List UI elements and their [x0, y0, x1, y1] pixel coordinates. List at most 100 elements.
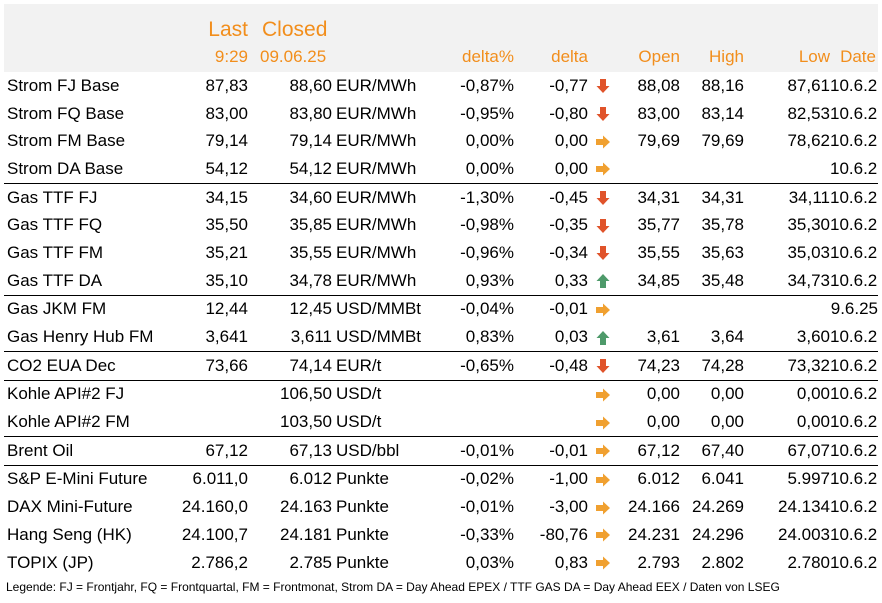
- delta-value: -0,34: [549, 242, 588, 262]
- open-value: 24.166: [628, 497, 680, 517]
- unit-label: Punkte: [332, 464, 422, 494]
- open-value: [618, 294, 680, 324]
- high-value: 0,00: [680, 379, 744, 409]
- last-value: 54,12: [205, 158, 248, 178]
- header-delta: delta: [514, 42, 588, 72]
- closed-value: 12,45: [248, 294, 332, 324]
- delta-value: -0,48: [514, 350, 588, 381]
- header-closed-date: 09.06.25: [248, 42, 332, 72]
- closed-value: 79,14: [289, 131, 332, 151]
- low-value: 3,60: [796, 327, 830, 347]
- delta-value: [514, 408, 588, 436]
- open-value: 6.012: [618, 464, 680, 494]
- open-value: 0,00: [646, 412, 680, 432]
- instrument-name: Kohle API#2 FJ: [4, 379, 178, 409]
- arrow-right-icon: [588, 408, 618, 436]
- date-value: 10.6.25: [830, 75, 878, 95]
- arrow-right-icon: [588, 435, 618, 466]
- arrow-up-icon: [588, 323, 618, 351]
- instrument-name: TOPIX (JP): [7, 552, 94, 572]
- unit-label: Punkte: [336, 552, 389, 572]
- closed-value: 74,14: [248, 350, 332, 381]
- delta-pct-value: 0,03%: [465, 552, 514, 572]
- legend-note: Legende: FJ = Frontjahr, FQ = Frontquart…: [6, 580, 780, 594]
- high-value: 3,64: [710, 327, 744, 347]
- delta-value: -1,00: [514, 464, 588, 494]
- delta-pct-value: -0,65%: [422, 350, 514, 381]
- date-value: 10.6.25: [830, 412, 878, 432]
- low-value: 87,61: [787, 75, 830, 95]
- open-value: 24.231: [628, 524, 680, 544]
- unit-label: USD/MMBtu: [336, 327, 422, 347]
- open-value: 83,00: [637, 103, 680, 123]
- delta-value: -0,80: [549, 103, 588, 123]
- delta-pct-value: [422, 379, 514, 409]
- instrument-name: Strom FQ Base: [7, 103, 125, 123]
- delta-pct-value: 0,93%: [465, 270, 514, 290]
- delta-pct-value: -0,96%: [460, 242, 514, 262]
- instrument-name: Strom FM Base: [7, 131, 126, 151]
- header-row-top: Last Closed: [4, 4, 878, 42]
- low-value: 0,00: [796, 412, 830, 432]
- high-value: 35,48: [701, 270, 744, 290]
- header-high: High: [680, 42, 744, 72]
- delta-pct-value: -1,30%: [422, 182, 514, 212]
- delta-value: 0,33: [554, 270, 588, 290]
- last-value: 35,21: [205, 242, 248, 262]
- arrow-right-icon: [588, 464, 618, 494]
- arrow-up-icon: [588, 267, 618, 295]
- delta-value: -0,77: [549, 75, 588, 95]
- date-value: 10.6.25: [830, 103, 878, 123]
- table-row: TOPIX (JP) 2.786,2 2.785 Punkte 0,03% 0,83 2.7…: [4, 549, 878, 577]
- last-value: [178, 379, 248, 409]
- low-value: 0,00: [744, 379, 830, 409]
- closed-value: 106,50: [248, 379, 332, 409]
- date-value: 10.6.25: [830, 158, 878, 178]
- delta-pct-value: -0,95%: [460, 103, 514, 123]
- open-value: 67,12: [618, 435, 680, 466]
- high-value: 24.296: [692, 524, 744, 544]
- delta-pct-value: -0,01%: [422, 435, 514, 466]
- instrument-name: Gas JKM FM: [4, 294, 178, 324]
- arrow-down-icon: [588, 211, 618, 239]
- low-value: 73,32: [744, 350, 830, 381]
- table-row: Gas JKM FM 12,44 12,45 USD/MMBtu -0,04% -0,01…: [4, 294, 878, 324]
- last-value: 83,00: [205, 103, 248, 123]
- table-row: Gas TTF FJ 34,15 34,60 EUR/MWh -1,30% -0,45 34…: [4, 182, 878, 212]
- closed-value: 24.163: [280, 497, 332, 517]
- high-value: 2.802: [701, 552, 744, 572]
- last-value: 87,83: [205, 75, 248, 95]
- unit-label: Punkte: [336, 524, 389, 544]
- unit-label: EUR/MWh: [336, 215, 417, 235]
- header-open: Open: [618, 42, 680, 72]
- instrument-name: Gas TTF FM: [7, 242, 104, 262]
- high-value: 35,63: [701, 242, 744, 262]
- arrow-right-icon: [588, 379, 618, 409]
- open-value: 34,31: [618, 182, 680, 212]
- date-value: 10.6.25: [830, 379, 878, 409]
- unit-label: Punkte: [336, 497, 389, 517]
- delta-pct-value: -0,33%: [460, 524, 514, 544]
- arrow-right-icon: [588, 127, 618, 155]
- last-value: 2.786,2: [191, 552, 248, 572]
- table-row: Strom FJ Base 87,83 88,60 EUR/MWh -0,87% -0,7…: [4, 72, 878, 100]
- arrow-down-icon: [588, 100, 618, 128]
- delta-pct-value: -0,98%: [460, 215, 514, 235]
- high-value: [680, 294, 744, 324]
- table-row: Kohle API#2 FJ 106,50 USD/t 0,00 0,00 0,00 10.…: [4, 379, 878, 409]
- unit-label: USD/bbl: [332, 435, 422, 466]
- delta-pct-value: -0,02%: [422, 464, 514, 494]
- instrument-name: DAX Mini-Future: [7, 497, 133, 517]
- instrument-name: S&P E-Mini Future: [4, 464, 178, 494]
- date-value: 10.6.25: [830, 464, 878, 494]
- high-value: [680, 155, 744, 183]
- last-value: 6.011,0: [178, 464, 248, 494]
- unit-label: USD/t: [336, 412, 382, 432]
- date-value: 10.6.25: [830, 524, 878, 544]
- low-value: 24.134: [778, 497, 830, 517]
- closed-value: 83,80: [289, 103, 332, 123]
- closed-value: 34,60: [248, 182, 332, 212]
- last-value: 79,14: [205, 131, 248, 151]
- high-value: 0,00: [710, 412, 744, 432]
- table-row: CO2 EUA Dec 73,66 74,14 EUR/t -0,65% -0,48 74,…: [4, 350, 878, 381]
